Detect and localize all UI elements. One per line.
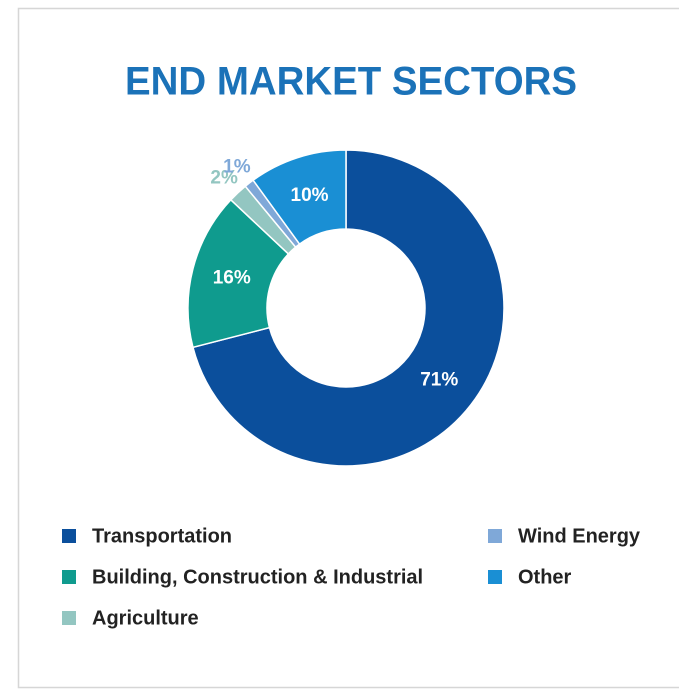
legend-label: Building, Construction & Industrial — [92, 566, 423, 588]
legend-swatch — [62, 611, 76, 625]
legend-label: Transportation — [92, 525, 232, 547]
slice-label: 71% — [420, 369, 458, 390]
chart-title: END MARKET SECTORS — [125, 60, 577, 104]
legend-swatch — [488, 529, 502, 543]
slice-label: 16% — [213, 268, 251, 289]
legend-swatch — [62, 570, 76, 584]
legend-label: Other — [518, 566, 572, 588]
legend-label: Wind Energy — [518, 525, 641, 547]
legend-swatch — [62, 529, 76, 543]
legend-label: Agriculture — [92, 607, 199, 629]
slice-label: 1% — [223, 156, 251, 177]
legend-swatch — [488, 570, 502, 584]
slice-label: 10% — [291, 185, 329, 206]
